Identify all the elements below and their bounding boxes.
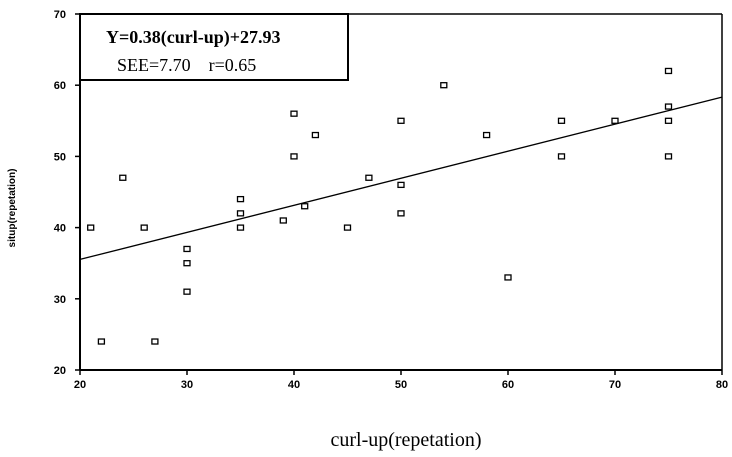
data-point bbox=[504, 274, 512, 281]
y-tick-label: 40 bbox=[54, 223, 66, 235]
data-point bbox=[183, 260, 191, 267]
data-point bbox=[664, 67, 673, 75]
regression-line bbox=[79, 96, 723, 261]
data-point bbox=[290, 110, 298, 117]
data-point bbox=[97, 338, 106, 345]
data-point bbox=[397, 210, 405, 217]
x-tick-label: 50 bbox=[395, 379, 407, 391]
data-point bbox=[611, 117, 619, 124]
data-point bbox=[343, 224, 352, 231]
y-tick-label: 20 bbox=[54, 365, 66, 377]
data-point bbox=[290, 153, 298, 160]
x-tick-label: 40 bbox=[288, 379, 300, 391]
data-point bbox=[664, 117, 673, 124]
data-point bbox=[140, 224, 148, 231]
x-axis-label: curl-up(repetation) bbox=[330, 429, 481, 451]
data-point bbox=[311, 131, 320, 139]
data-point bbox=[557, 153, 566, 160]
data-point bbox=[664, 103, 673, 110]
data-point bbox=[301, 203, 309, 210]
x-tick-labels: 20 30 40 50 60 70 80 bbox=[74, 379, 728, 391]
y-tick-labels: 20 30 40 50 60 70 bbox=[54, 9, 66, 377]
x-tick-label: 20 bbox=[74, 379, 86, 391]
data-point bbox=[119, 174, 127, 181]
data-point bbox=[236, 210, 245, 217]
equation-box-frame bbox=[79, 13, 349, 81]
x-tick-label: 60 bbox=[502, 379, 514, 391]
data-point bbox=[87, 224, 95, 231]
data-point bbox=[664, 153, 673, 160]
data-point bbox=[440, 82, 448, 89]
data-point bbox=[365, 174, 373, 181]
x-tick-label: 80 bbox=[716, 379, 728, 391]
data-point bbox=[397, 117, 405, 124]
data-point bbox=[183, 245, 191, 253]
data-point bbox=[482, 131, 491, 139]
x-tick-label: 30 bbox=[181, 379, 193, 391]
data-point bbox=[557, 117, 566, 124]
data-point bbox=[279, 217, 287, 224]
y-tick-label: 30 bbox=[54, 294, 66, 306]
fit-stats-text: SEE=7.70 r=0.65 bbox=[117, 55, 256, 75]
equation-box: Y=0.38(curl-up)+27.93 SEE=7.70 r=0.65 bbox=[79, 13, 349, 81]
y-tick-label: 50 bbox=[54, 151, 66, 163]
y-tick-label: 70 bbox=[54, 9, 66, 21]
data-points bbox=[87, 67, 673, 345]
x-tick-label: 70 bbox=[609, 379, 621, 391]
y-tick-label: 60 bbox=[54, 80, 66, 92]
data-point bbox=[397, 181, 405, 189]
data-point bbox=[151, 338, 159, 345]
y-axis-label: situp(repetation) bbox=[7, 169, 18, 248]
data-point bbox=[236, 195, 245, 203]
data-point bbox=[183, 288, 191, 295]
regression-line-group bbox=[79, 96, 723, 261]
data-point bbox=[236, 224, 245, 231]
equation-text: Y=0.38(curl-up)+27.93 bbox=[106, 27, 281, 48]
